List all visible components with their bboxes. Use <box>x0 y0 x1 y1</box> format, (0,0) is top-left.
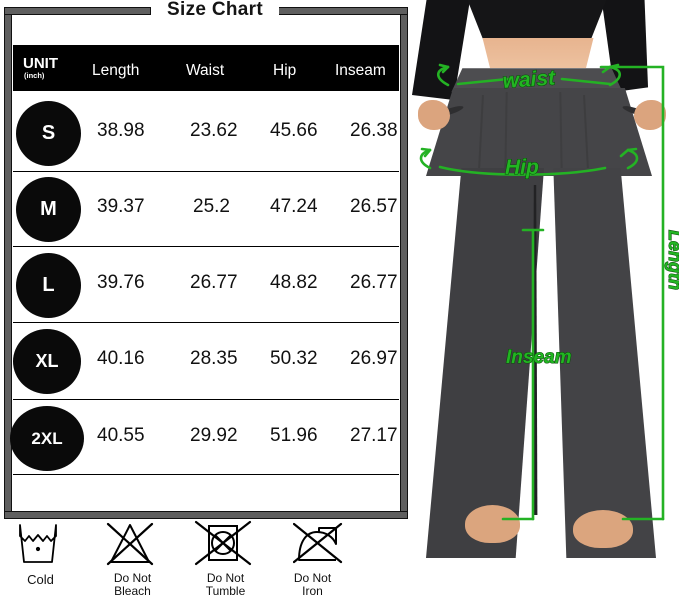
svg-text:Length: Length <box>665 230 679 290</box>
svg-text:waist: waist <box>502 66 557 93</box>
svg-text:Inseam: Inseam <box>506 347 572 368</box>
svg-text:Hip: Hip <box>505 156 539 179</box>
